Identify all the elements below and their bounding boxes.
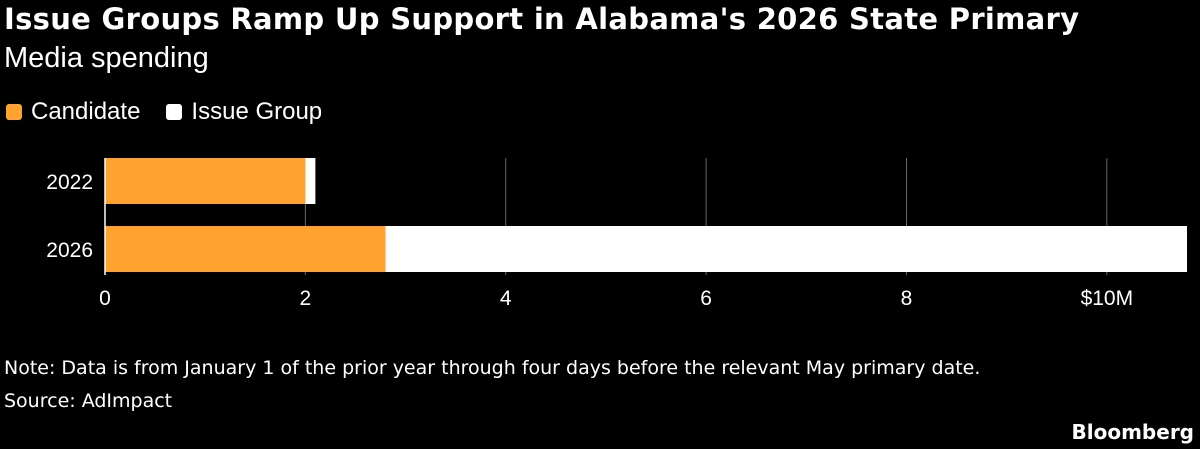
x-tick-label-0: 0 [99,287,111,310]
bar-2026-candidate [105,226,386,272]
x-tick-label-8: 8 [901,287,913,310]
bar-2026-issue-group [385,226,1187,272]
legend-item-issue-group: Issue Group [166,98,322,126]
legend-label-candidate: Candidate [31,98,141,125]
bar-2022-issue-group [305,158,316,204]
legend-label-issue-group: Issue Group [191,98,323,125]
bar-chart: 2022 2026 0 2 4 6 8 $10M [46,158,1187,310]
legend-swatch-candidate [6,104,22,120]
chart-note: Note: Data is from January 1 of the prio… [4,357,981,379]
category-label-2026: 2026 [46,239,93,262]
bar-2022-candidate [105,158,306,204]
chart-subtitle: Media spending [4,42,209,74]
chart-title: Issue Groups Ramp Up Support in Alabama'… [4,2,1080,36]
legend-item-candidate: Candidate [6,98,140,126]
bloomberg-logo: Bloomberg [1071,420,1194,444]
x-tick-label-6: 6 [700,287,712,310]
x-tick-label-$10M: $10M [1081,287,1134,310]
x-tick-label-2: 2 [300,287,312,310]
category-label-2022: 2022 [46,171,93,194]
legend: Candidate Issue Group [6,98,348,126]
x-tick-label-4: 4 [500,287,512,310]
legend-swatch-issue-group [166,104,183,120]
chart-source: Source: AdImpact [4,390,173,412]
